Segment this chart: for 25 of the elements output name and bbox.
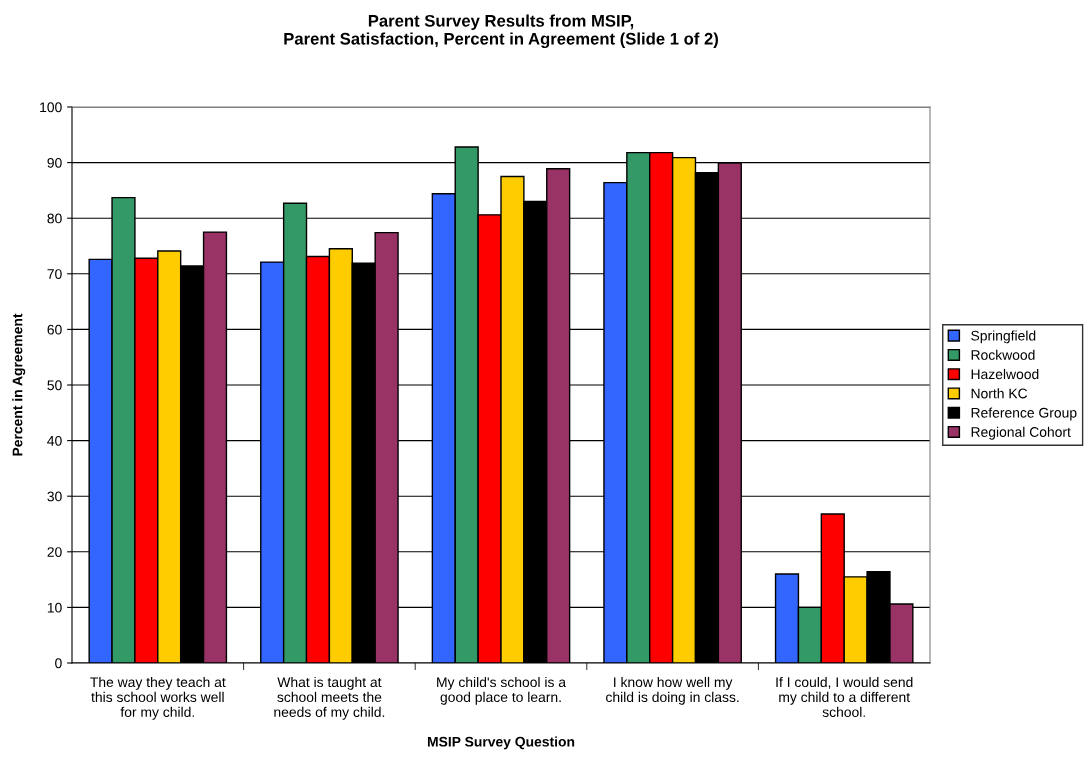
legend-label: Hazelwood (971, 368, 1039, 380)
y-tick-label: 60 (47, 324, 62, 335)
x-tick-label: The way they teach at this school works well for my child. (90, 676, 226, 720)
y-tick-label: 10 (47, 602, 62, 613)
x-tick-label: My child's school is a good place to learn. (437, 676, 567, 705)
chart-title: Parent Survey Results from MSIP, Parent Satisfaction, Percent in Agreement (Slide 1 of 2) (284, 14, 718, 49)
legend-label: Springfield (971, 330, 1036, 344)
legend-label: Regional Cohort (971, 426, 1071, 440)
legend-label: Rockwood (971, 349, 1035, 360)
y-tick-label: 30 (47, 491, 62, 502)
y-tick-label: 20 (47, 547, 62, 557)
y-tick-label: 80 (47, 213, 62, 224)
x-tick-label: If I could, I would send my child to a different school. (776, 676, 913, 718)
legend-label: North KC (971, 388, 1028, 399)
y-tick-label: 90 (47, 157, 62, 168)
y-tick-label: 100 (40, 102, 62, 113)
y-tick-label: 0 (55, 658, 62, 669)
x-tick-label: I know how well my child is doing in class. (606, 676, 739, 705)
legend-label: Reference Group (971, 407, 1077, 421)
y-tick-label: 70 (47, 269, 62, 279)
y-tick-label: 40 (47, 435, 62, 446)
x-axis-title: MSIP Survey Question (427, 736, 575, 750)
y-axis-title: Percent in Agreement (12, 313, 26, 456)
y-tick-label: 50 (47, 380, 62, 391)
x-tick-label: What is taught at school meets the needs of my child. (274, 676, 385, 720)
